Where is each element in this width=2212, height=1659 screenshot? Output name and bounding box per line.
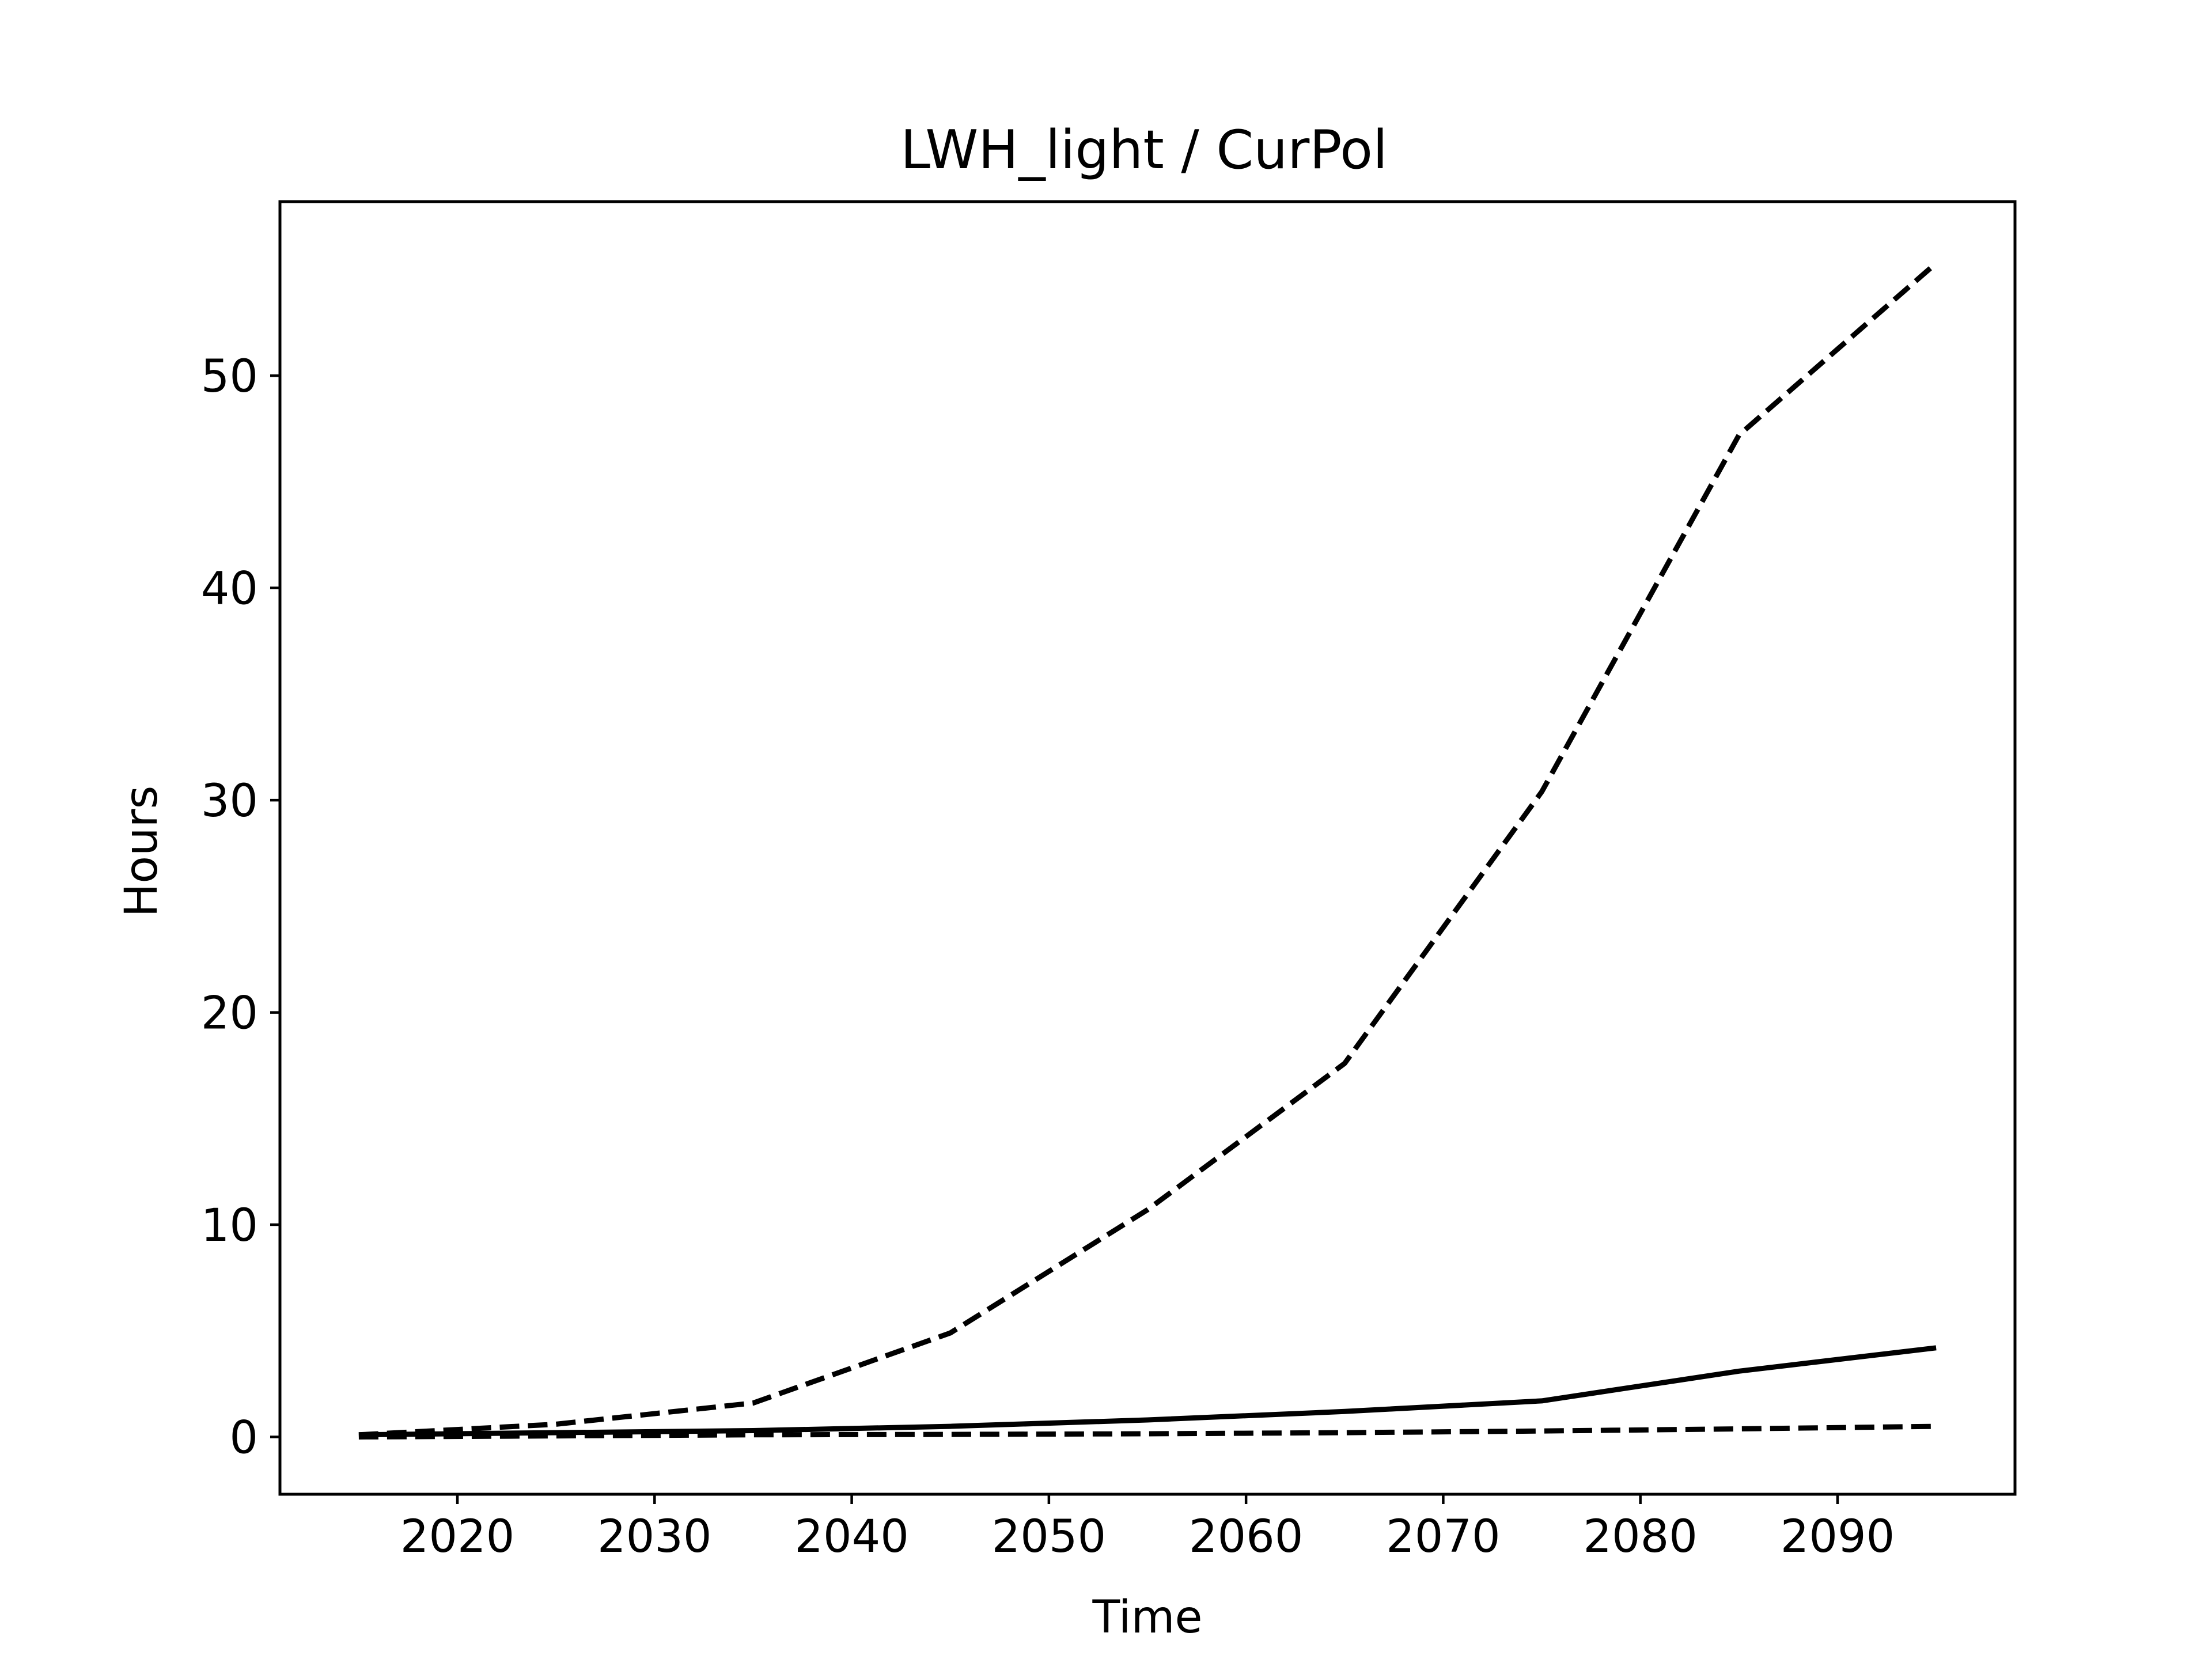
x-tick-label: 2070	[1386, 1511, 1501, 1563]
series-line-2	[358, 261, 1938, 1438]
x-tick-label: 2030	[597, 1511, 712, 1563]
y-tick-label: 40	[201, 563, 258, 615]
x-axis: 2020 2030 2040 2050 2060 2070 2080 2090	[400, 1494, 1895, 1563]
x-axis-label: Time	[1092, 1592, 1203, 1643]
series-line-3	[358, 1423, 1937, 1440]
y-tick-label: 20	[201, 988, 258, 1040]
x-tick-label: 2020	[400, 1511, 515, 1563]
y-tick-label: 10	[201, 1200, 258, 1252]
x-tick-label: 2060	[1189, 1511, 1304, 1563]
y-tick-label: 30	[201, 775, 258, 827]
y-tick-label: 50	[201, 351, 258, 403]
chart-title: LWH_light / CurPol	[900, 119, 1388, 181]
y-axis-label: Hours	[116, 786, 168, 918]
series-line-1	[358, 1345, 1937, 1438]
plot-area-frame	[278, 200, 2017, 1496]
x-tick-label: 2040	[794, 1511, 909, 1563]
y-tick-label: 0	[229, 1412, 258, 1464]
series-layer	[358, 261, 1938, 1440]
x-tick-label: 2090	[1781, 1511, 1895, 1563]
x-tick-label: 2080	[1583, 1511, 1698, 1563]
x-tick-label: 2050	[992, 1511, 1107, 1563]
y-axis: 0 10 20 30 40 50	[201, 351, 280, 1464]
